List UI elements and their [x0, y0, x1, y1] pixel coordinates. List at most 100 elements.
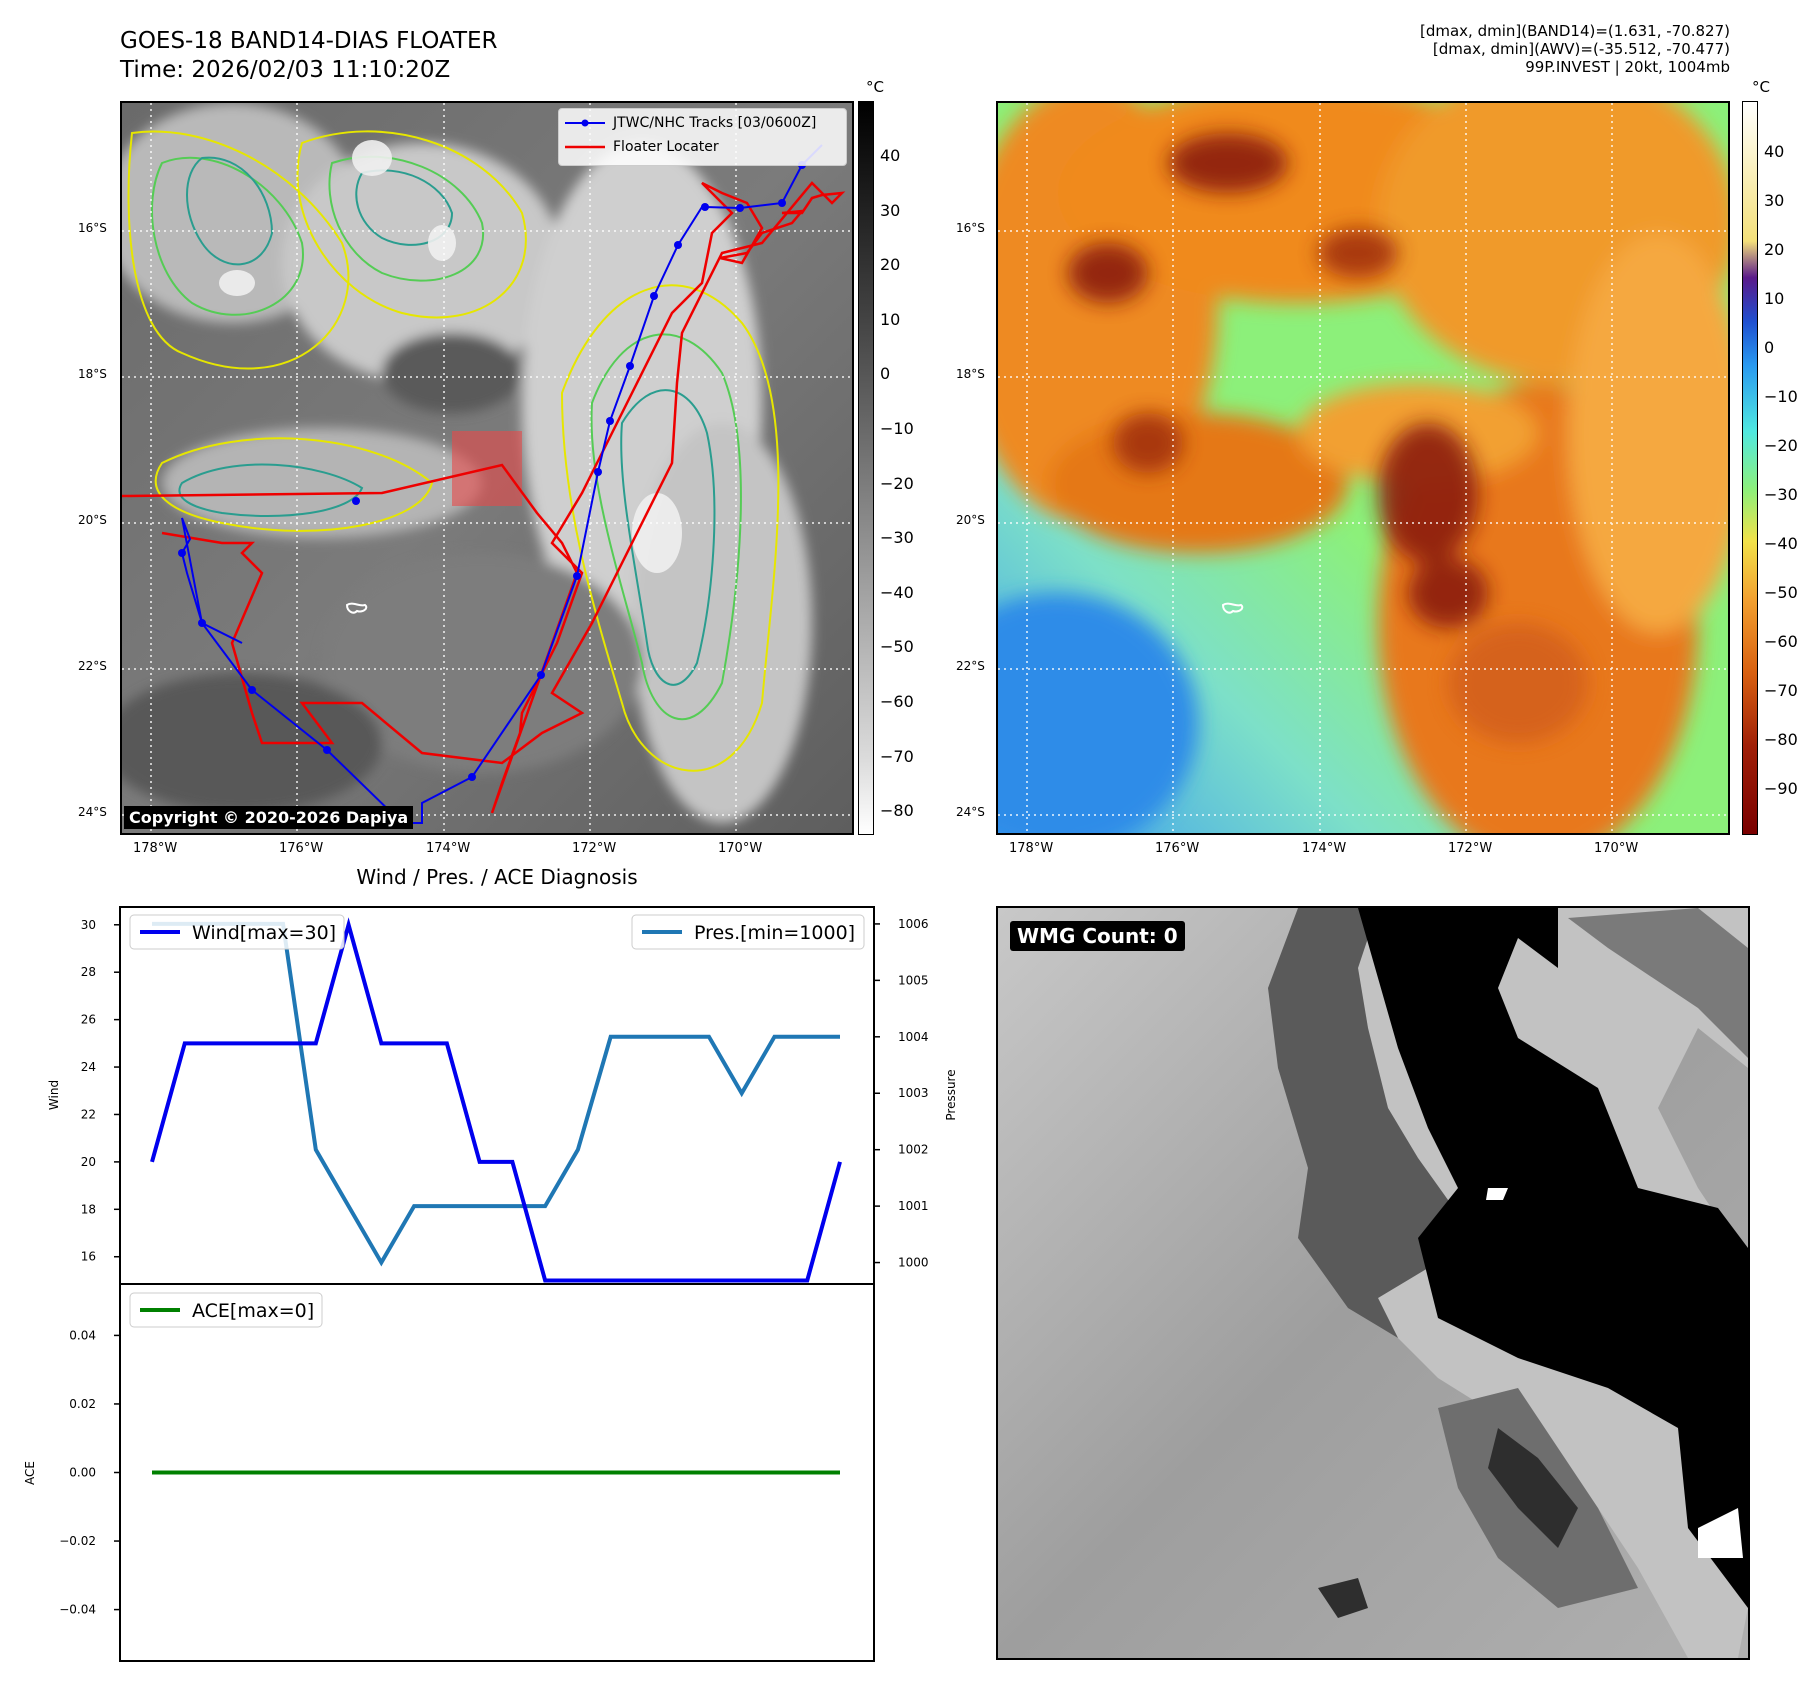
colorbar2-tick: −70 [1764, 681, 1798, 700]
map1-lat-tick: 18°S [78, 367, 107, 381]
colorbar2 [1742, 101, 1758, 835]
map2-lat-tick: 18°S [956, 367, 985, 381]
map1-lat-tick: 20°S [78, 513, 107, 527]
map2-lat-tick: 16°S [956, 221, 985, 235]
map2-lat-tick: 20°S [956, 513, 985, 527]
awv-map [996, 101, 1730, 835]
ace-tick-label: −0.02 [59, 1534, 96, 1548]
title-line-1: GOES-18 BAND14-DIAS FLOATER [120, 28, 498, 54]
colorbar1-tick: −40 [880, 582, 914, 602]
pressure-tick-label: 1000 [898, 1256, 929, 1270]
info-line-3: 99P.INVEST | 20kt, 1004mb [1525, 58, 1730, 76]
wind-axis-label: Wind [47, 1080, 61, 1110]
map1-lon-tick: 174°W [426, 841, 471, 856]
pressure-tick-label: 1003 [898, 1086, 929, 1100]
diagnosis-chart: 30 28 26 24 22 20 18 16 1006 1005 1004 1003 1002 1001… [23, 906, 958, 1662]
colorbar2-tick: −80 [1764, 730, 1798, 749]
legend-locater-label: Floater Locater [613, 139, 719, 155]
map2-lon-tick: 170°W [1594, 841, 1639, 856]
colorbar1-unit: °C [866, 78, 884, 96]
ace-tick-label: 0.00 [69, 1466, 96, 1480]
ace-axis-label: ACE [23, 1461, 37, 1485]
colorbar1-tick: −70 [880, 746, 914, 766]
pressure-tick-label: 1004 [898, 1030, 929, 1044]
map1-lat-tick: 24°S [78, 805, 107, 819]
legend-tracks-label: JTWC/NHC Tracks [03/0600Z] [613, 115, 817, 131]
colorbar1-tick: 0 [880, 364, 891, 384]
colorbar1-tick: −10 [880, 419, 914, 438]
map1-lon-tick: 170°W [718, 841, 763, 856]
wind-tick-label: 28 [81, 965, 96, 979]
map1-lon-tick: 176°W [279, 841, 324, 856]
copyright-badge: Copyright © 2020-2026 Dapiya [124, 806, 414, 829]
map1-lat-tick: 16°S [78, 221, 107, 235]
colorbar1 [858, 101, 874, 835]
colorbar1-tick: −80 [880, 801, 914, 821]
wind-legend-label: Wind[max=30] [192, 922, 336, 944]
colorbar2-tick: −30 [1764, 485, 1798, 504]
ace-tick-label: 0.02 [69, 1397, 96, 1411]
pressure-tick-label: 1001 [898, 1199, 929, 1213]
pressure-tick-label: 1002 [898, 1143, 929, 1157]
wind-tick-label: 24 [81, 1060, 96, 1074]
map1-lat-tick: 22°S [78, 659, 107, 673]
pressure-axis-label: Pressure [944, 1069, 958, 1120]
map2-lat-tick: 22°S [956, 659, 985, 673]
colorbar2-tick: −60 [1764, 632, 1798, 651]
wind-tick-label: 22 [81, 1107, 96, 1121]
colorbar2-tick: 10 [1764, 289, 1785, 308]
wind-tick-label: 16 [81, 1250, 96, 1264]
info-line-1: [dmax, dmin](BAND14)=(1.631, -70.827) [1419, 22, 1730, 40]
map2-lat-tick: 24°S [956, 805, 985, 819]
wind-tick-label: 26 [81, 1013, 96, 1027]
colorbar2-tick: −10 [1764, 387, 1798, 406]
wind-tick-label: 30 [81, 918, 96, 932]
legend-item-locater: Floater Locater [565, 139, 719, 155]
colorbar1-tick: −60 [880, 692, 914, 711]
wind-tick-label: 20 [81, 1155, 96, 1169]
colorbar1-tick: 30 [880, 200, 901, 220]
colorbar2-tick: −20 [1764, 436, 1798, 455]
colorbar1-tick: −50 [880, 637, 914, 657]
pressure-tick-label: 1006 [898, 917, 929, 931]
colorbar2-tick: 0 [1764, 338, 1775, 357]
wind-series-line [150, 917, 842, 1283]
colorbar2-tick: 20 [1764, 240, 1785, 259]
colorbar2-tick: −40 [1764, 534, 1798, 553]
map1-lon-tick: 178°W [133, 841, 178, 856]
colorbar1-tick: −20 [880, 473, 914, 493]
wind-legend: Wind[max=30] [129, 914, 345, 950]
colorbar2-tick: 40 [1764, 142, 1785, 161]
map2-lon-tick: 174°W [1302, 841, 1347, 856]
ace-legend-label: ACE[max=0] [192, 1300, 314, 1322]
colorbar1-tick: 20 [880, 255, 901, 275]
ace-tick-label: −0.04 [59, 1603, 96, 1617]
title-line-2: Time: 2026/02/03 11:10:20Z [120, 57, 451, 83]
legend-item-tracks: JTWC/NHC Tracks [03/0600Z] [565, 115, 816, 131]
map2-lon-tick: 172°W [1448, 841, 1493, 856]
ace-tick-label: 0.04 [69, 1328, 96, 1342]
pressure-series-line [152, 921, 840, 1267]
figure-title: GOES-18 BAND14-DIAS FLOATER Time: 2026/0… [120, 27, 498, 85]
colorbar1-tick: 10 [880, 309, 901, 329]
map2-lon-tick: 176°W [1155, 841, 1200, 856]
colorbar2-unit: °C [1752, 78, 1770, 96]
wmg-count-label: WMG Count: 0 [1010, 921, 1185, 951]
colorbar1-tick: −30 [880, 528, 914, 548]
pressure-legend: Pres.[min=1000] [631, 914, 865, 950]
diagnosis-title: Wind / Pres. / ACE Diagnosis [356, 865, 638, 889]
pressure-tick-label: 1005 [898, 973, 929, 987]
map2-lon-tick: 178°W [1009, 841, 1054, 856]
track-legend: JTWC/NHC Tracks [03/0600Z] Floater Locat… [558, 108, 847, 166]
pressure-legend-label: Pres.[min=1000] [694, 922, 855, 944]
storm-info: [dmax, dmin](BAND14)=(1.631, -70.827) [d… [1420, 22, 1730, 76]
colorbar2-tick: 30 [1764, 191, 1785, 210]
map1-lon-tick: 172°W [572, 841, 617, 856]
wind-pressure-frame [119, 906, 875, 1285]
wmg-panel: WMG Count: 0 [996, 906, 1750, 1660]
wind-tick-label: 18 [81, 1202, 96, 1216]
colorbar2-tick: −50 [1764, 583, 1798, 602]
info-line-2: [dmax, dmin](AWV)=(-35.512, -70.477) [1432, 40, 1730, 58]
ace-legend: ACE[max=0] [129, 1292, 323, 1328]
colorbar1-tick: 40 [880, 146, 901, 165]
